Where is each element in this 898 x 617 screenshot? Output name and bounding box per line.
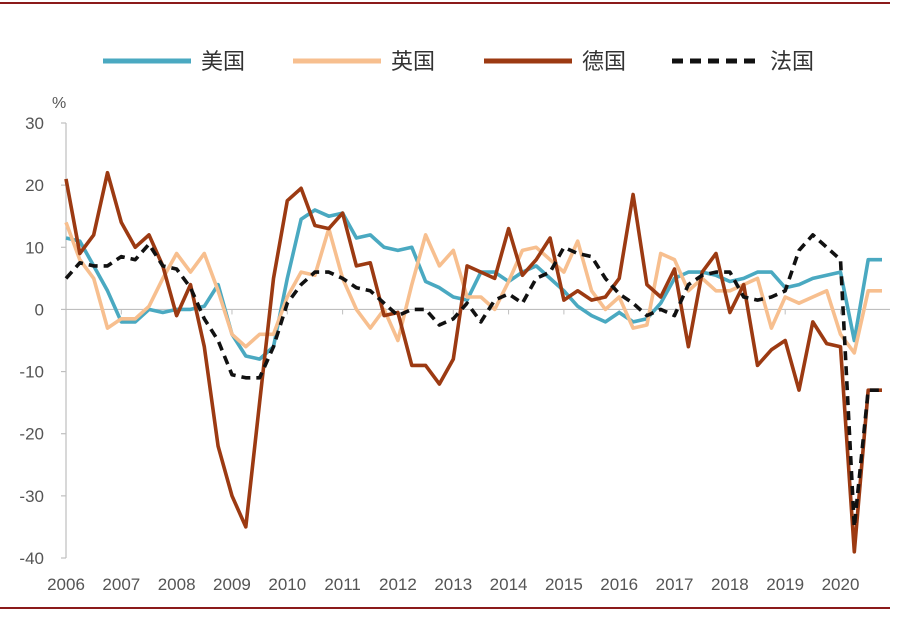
x-tick-label: 2020 [822,575,860,594]
series-layer [64,170,882,554]
x-tick-label: 2014 [490,575,528,594]
y-tick-label: 20 [25,176,44,195]
x-tick-label: 2013 [434,575,472,594]
y-tick-label: -30 [19,487,44,506]
legend-label: 德国 [582,50,626,75]
x-tick-label: 2017 [656,575,694,594]
x-tick-label: 2010 [268,575,306,594]
x-tick-label: 2019 [766,575,804,594]
x-tick-label: 2018 [711,575,749,594]
y-unit-label: % [52,95,66,112]
legend-label: 法国 [770,50,814,75]
y-tick-label: 0 [35,300,44,319]
y-tick-label: 10 [25,238,44,257]
legend-label: 美国 [201,50,245,75]
x-tick-label: 2006 [47,575,85,594]
y-tick-label: -10 [19,363,44,382]
x-tick-label: 2007 [102,575,140,594]
series-line-2 [64,221,882,355]
x-tick-label: 2011 [324,575,361,594]
legend-label: 英国 [391,50,435,75]
series-line-3 [64,170,882,554]
x-tick-label: 2012 [379,575,417,594]
x-tick-label: 2008 [158,575,196,594]
x-tick-label: 2016 [600,575,638,594]
x-tick-label: 2015 [545,575,583,594]
series-line-1 [65,208,882,361]
legend: 美国 英国 德国 法国 [103,50,814,75]
y-tick-label: -40 [19,549,44,568]
y-tick-label: 30 [25,114,44,133]
x-tick-label: 2009 [213,575,251,594]
series-line-4 [64,233,882,529]
y-tick-label: -20 [19,425,44,444]
